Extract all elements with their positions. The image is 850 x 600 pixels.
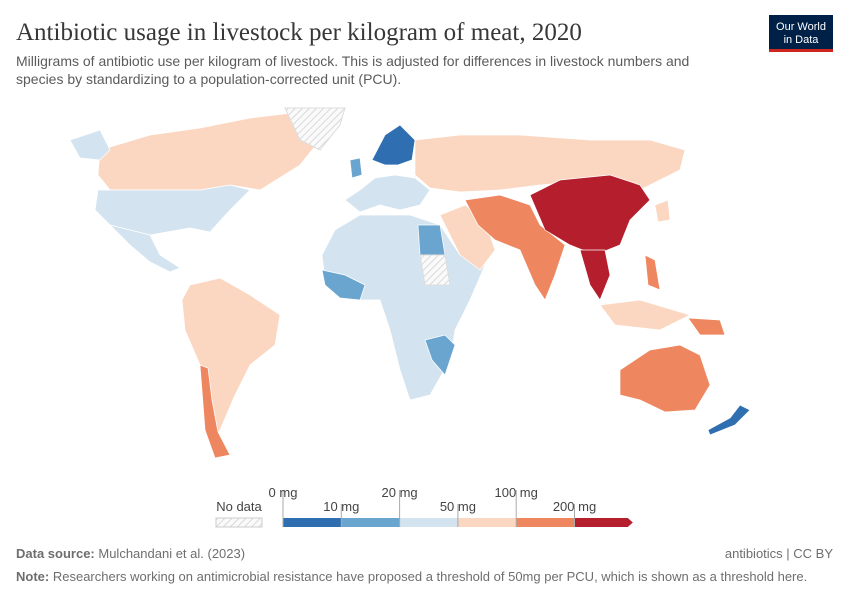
country — [579, 249, 611, 301]
legend-label: 20 mg — [382, 485, 418, 500]
country — [181, 277, 281, 446]
legend-swatch — [399, 518, 458, 527]
world-map — [69, 107, 751, 459]
country — [687, 317, 726, 336]
subtitle: Milligrams of antibiotic use per kilogra… — [16, 53, 689, 69]
note-text: Researchers working on antimicrobial res… — [53, 569, 807, 584]
country — [371, 124, 416, 166]
license[interactable]: antibiotics | CC BY — [725, 546, 833, 561]
country — [619, 344, 711, 413]
country — [414, 134, 686, 193]
legend-swatch — [574, 518, 633, 527]
legend-label: 200 mg — [553, 499, 596, 514]
logo-text: in Data — [784, 34, 820, 46]
logo-box — [769, 15, 833, 50]
country — [109, 224, 181, 273]
note: Note: Researchers working on antimicrobi… — [16, 569, 807, 584]
country — [97, 111, 321, 191]
country — [644, 254, 661, 291]
logo-bar — [769, 49, 833, 52]
footer: Data source: Mulchandani et al. (2023) a… — [16, 546, 833, 584]
no-data-region — [419, 254, 451, 286]
note-label: Note: — [16, 569, 49, 584]
source-label: Data source: — [16, 546, 95, 561]
country — [417, 224, 446, 256]
country — [599, 299, 691, 331]
legend-swatch — [283, 518, 342, 527]
logo-text: Our World — [776, 21, 826, 33]
country — [199, 364, 231, 459]
legend-label: 10 mg — [323, 499, 359, 514]
legend-label: 50 mg — [440, 499, 476, 514]
legend-no-data-label: No data — [216, 499, 262, 514]
country — [94, 184, 251, 236]
country — [464, 194, 566, 301]
legend-label: 100 mg — [495, 485, 538, 500]
legend: No data 0 mg 10 mg 20 mg 50 mg 100 mg 200 mg — [215, 485, 633, 528]
legend-swatch — [457, 518, 517, 527]
legend-swatch — [516, 518, 575, 527]
subtitle: species by standardizing to a population… — [16, 71, 401, 87]
source-text: Mulchandani et al. (2023) — [98, 546, 245, 561]
legend-swatch — [341, 518, 400, 527]
legend-no-data-swatch — [215, 517, 263, 528]
legend-label: 0 mg — [269, 485, 298, 500]
country — [69, 129, 111, 161]
title: Antibiotic usage in livestock per kilogr… — [16, 19, 582, 46]
country — [654, 199, 671, 223]
country — [321, 269, 366, 301]
country — [707, 404, 751, 436]
country — [344, 174, 431, 213]
source: Data source: Mulchandani et al. (2023) — [16, 546, 245, 561]
no-data-region — [284, 107, 346, 151]
country — [349, 157, 363, 179]
logo[interactable]: Our World in Data — [769, 15, 833, 52]
country — [529, 174, 651, 256]
country — [424, 334, 456, 376]
